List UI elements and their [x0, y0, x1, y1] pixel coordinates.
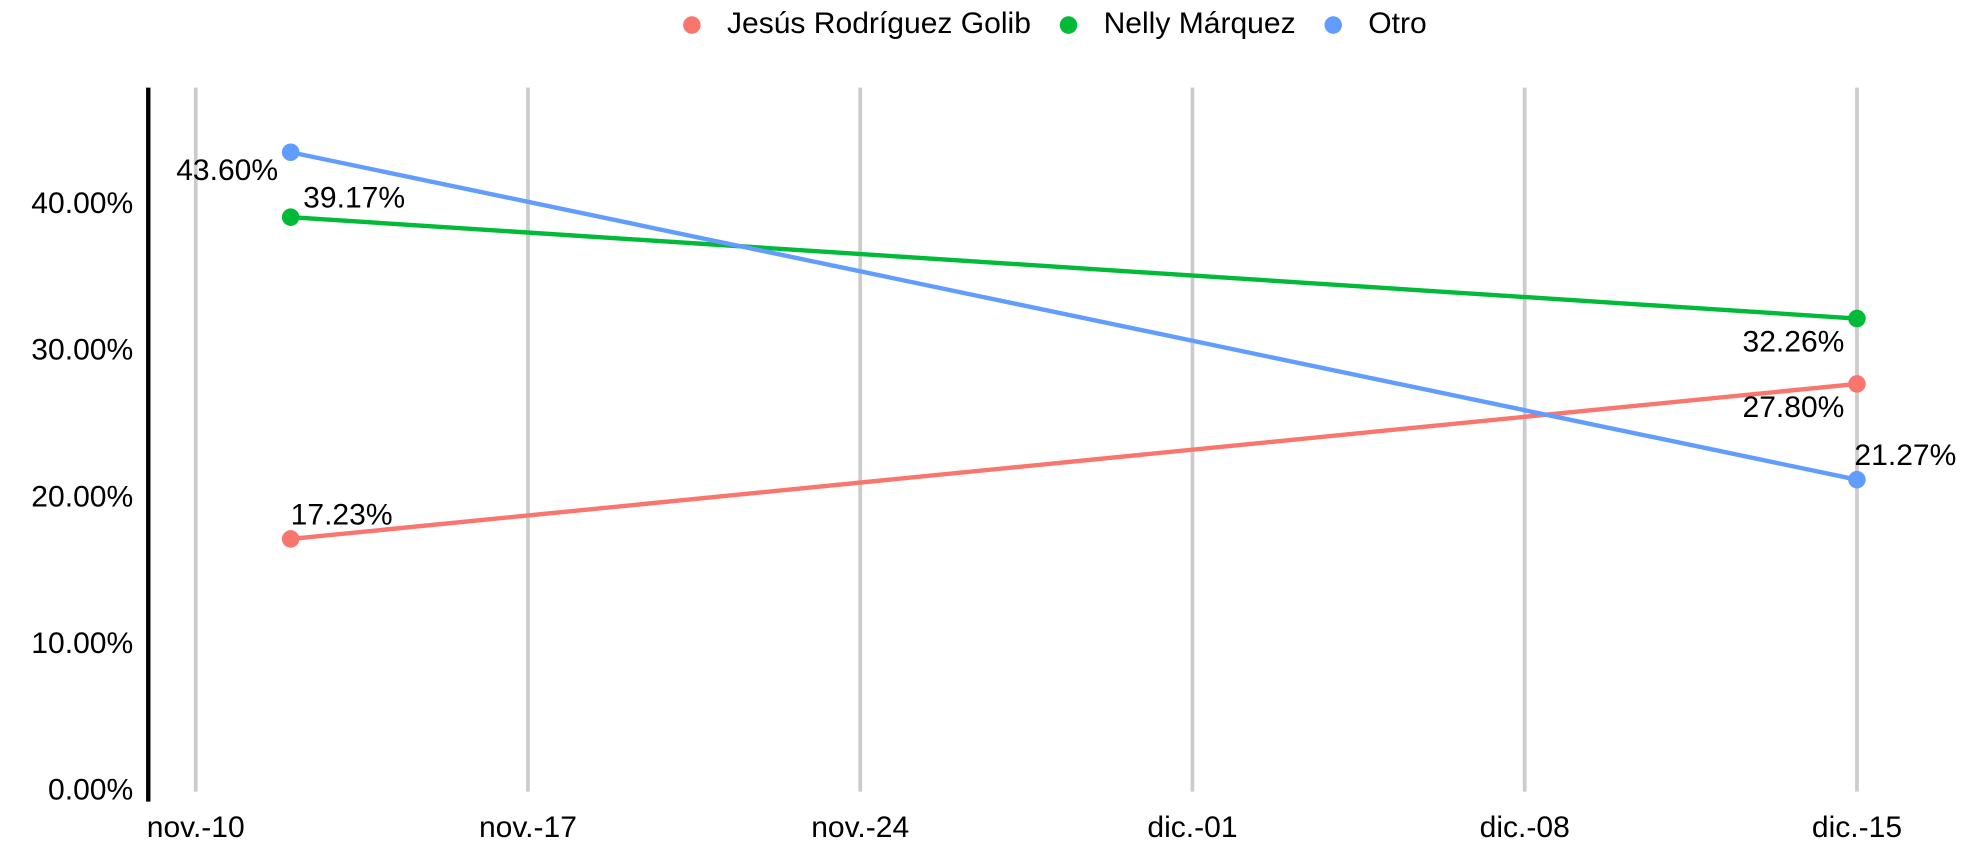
series-line: [290, 381, 1858, 542]
data-label: 21.27%: [1854, 439, 1956, 472]
x-tick-label: dic.-15: [1812, 811, 1902, 843]
data-point: [1848, 470, 1866, 489]
legend-marker: [1059, 16, 1078, 34]
legend-label: Jesús Rodríguez Golib: [727, 7, 1031, 40]
x-tick-label: nov.-10: [147, 811, 245, 843]
y-tick-label: 0.00%: [48, 774, 133, 807]
series-line: [290, 214, 1858, 321]
legend-label: Otro: [1368, 7, 1426, 40]
data-label: 17.23%: [291, 498, 393, 531]
data-label: 43.60%: [176, 154, 278, 187]
data-label: 27.80%: [1743, 391, 1845, 424]
x-tick-label: nov.-24: [811, 811, 909, 843]
data-label: 32.26%: [1743, 326, 1845, 359]
data-label: 39.17%: [303, 182, 405, 215]
x-tick-label: nov.-17: [479, 811, 577, 843]
data-point: [281, 143, 300, 161]
data-point: [281, 530, 300, 548]
y-tick-label: 20.00%: [31, 480, 133, 513]
y-tick-label: 30.00%: [31, 334, 133, 367]
data-point: [1848, 309, 1866, 328]
y-tick-label: 40.00%: [31, 187, 133, 220]
data-point: [281, 208, 300, 226]
legend-label: Nelly Márquez: [1104, 7, 1296, 40]
legend-marker: [1324, 16, 1342, 34]
x-tick-label: dic.-01: [1147, 811, 1237, 843]
x-tick-label: dic.-08: [1480, 811, 1570, 843]
data-point: [1848, 375, 1866, 393]
legend-marker: [683, 16, 701, 34]
series-line: [290, 150, 1858, 482]
y-tick-label: 10.00%: [31, 627, 133, 660]
